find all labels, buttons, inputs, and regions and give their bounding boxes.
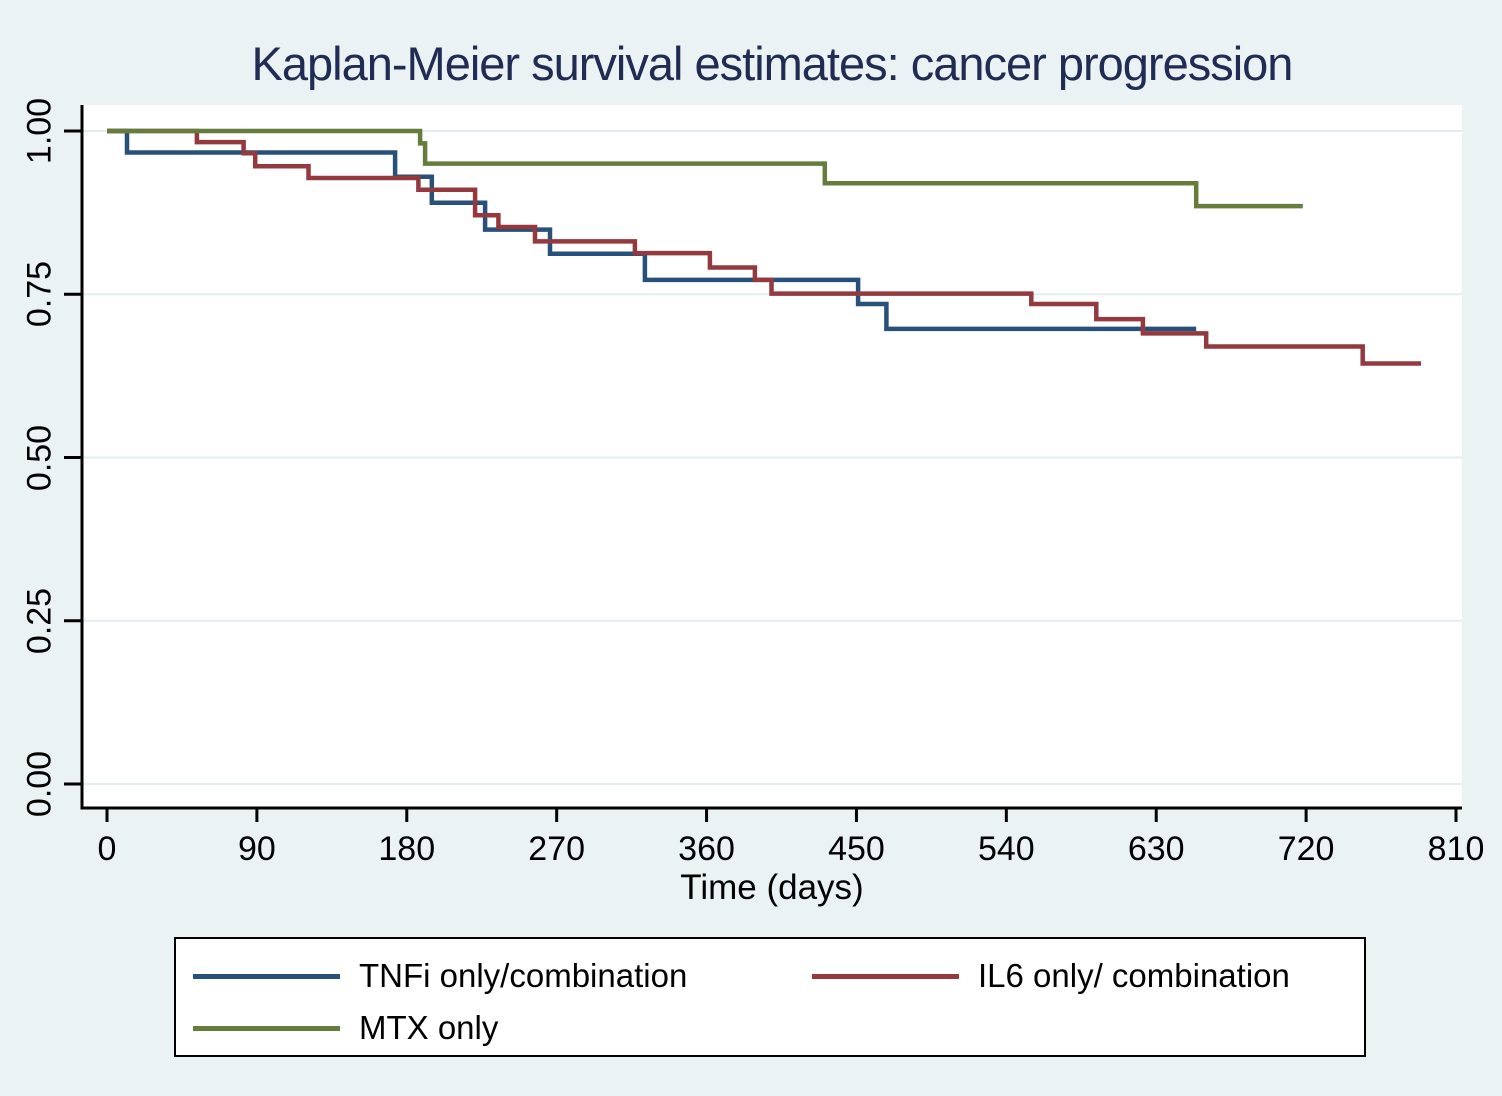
y-tick-label: 0.75 (20, 261, 59, 328)
y-tick-label: 0.50 (20, 424, 59, 491)
x-tick-label: 270 (528, 830, 586, 868)
x-tick-label: 630 (1127, 830, 1185, 868)
legend-swatch (812, 974, 959, 979)
survival-curve-0 (107, 128, 1197, 332)
legend-label: MTX only (359, 1009, 499, 1046)
legend-swatch (193, 1026, 340, 1031)
legend: TNFi only/combination IL6 only/ combinati… (174, 937, 1366, 1057)
survival-curve-2 (107, 128, 1303, 209)
chart-title: Kaplan-Meier survival estimates: cancer … (251, 37, 1294, 90)
y-tick-label: 0.00 (20, 750, 59, 818)
x-tick-label: 810 (1427, 830, 1485, 868)
x-tick-label: 180 (378, 830, 436, 868)
x-tick-label: 360 (678, 830, 735, 868)
x-tick-label: 450 (828, 830, 885, 868)
y-tick-label: 0.25 (20, 587, 59, 654)
x-tick-label: 90 (237, 830, 276, 868)
x-tick-label: 0 (97, 830, 117, 868)
survival-curve-1 (107, 128, 1421, 366)
legend-label: IL6 only/ combination (978, 957, 1290, 994)
y-tick-label: 1.00 (20, 97, 59, 165)
x-axis-title: Time (days) (680, 868, 864, 907)
legend-swatch (193, 974, 340, 979)
x-tick-label: 540 (977, 830, 1035, 868)
legend-label: TNFi only/combination (359, 957, 688, 994)
x-tick-label: 720 (1277, 830, 1335, 868)
